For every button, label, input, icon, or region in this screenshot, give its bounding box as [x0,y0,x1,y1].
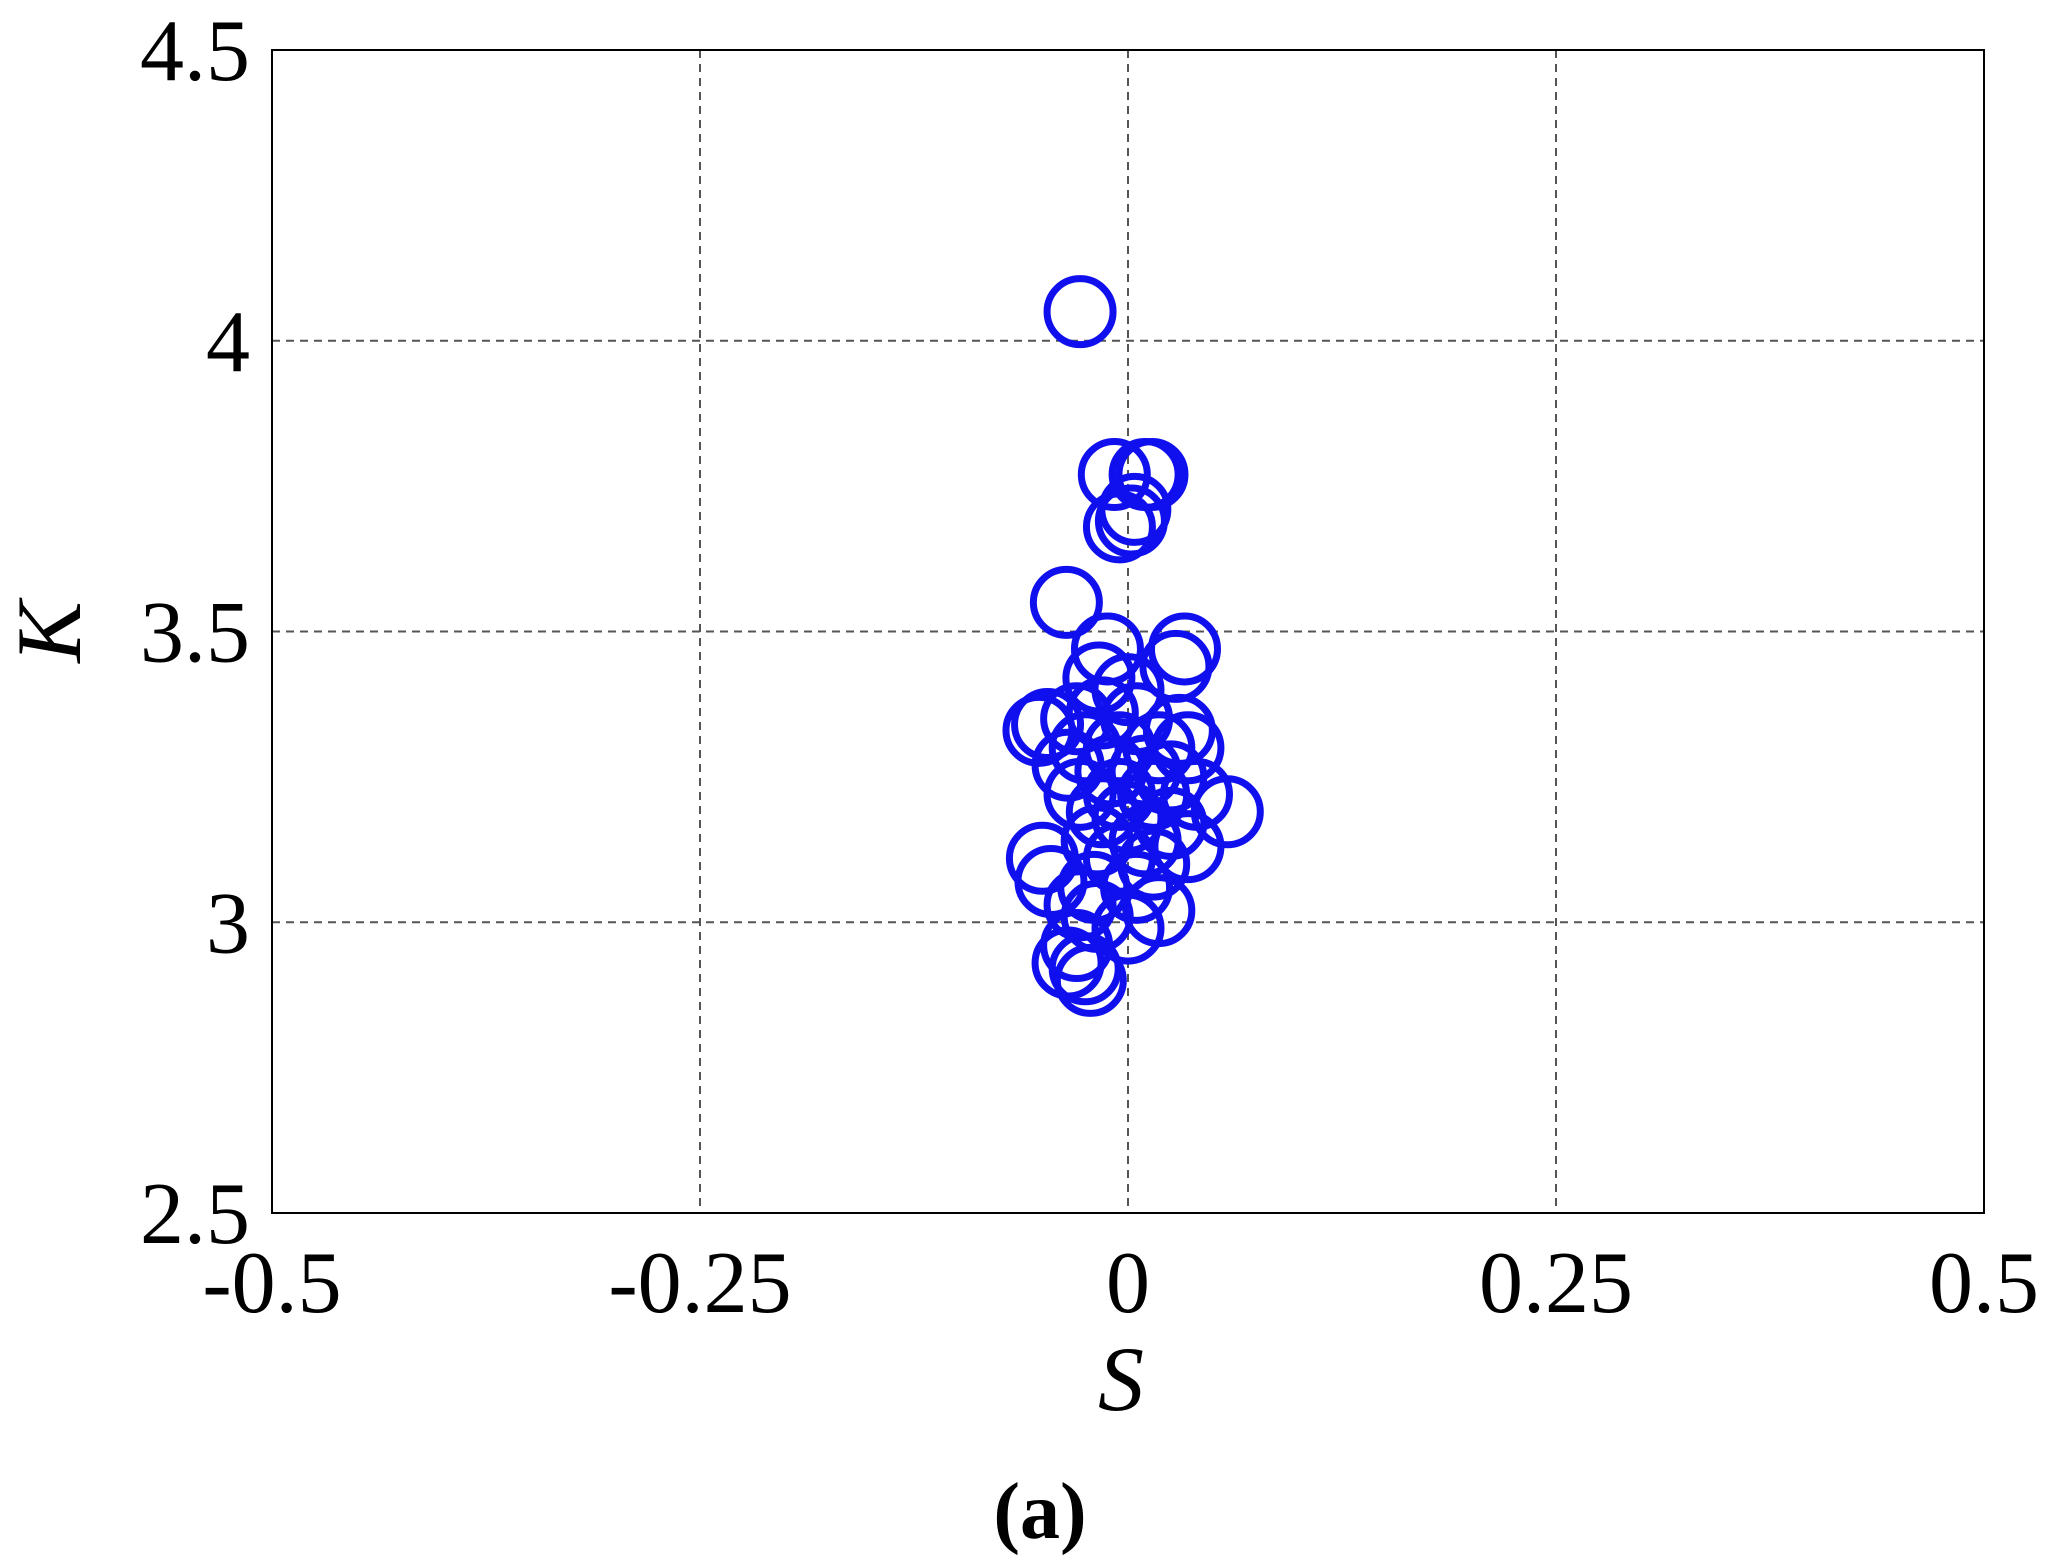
y-tick-label: 2.5 [140,1166,250,1263]
data-point [1082,490,1156,564]
x-axis-label: S [1098,1328,1144,1430]
y-axis-label: K [0,597,100,665]
tick-labels: -0.5 -0.25 0 0.25 0.5 2.5 3 3.5 4 4.5 [140,3,2039,1332]
x-tick-label: 0.5 [1929,1235,2039,1332]
data-point [1151,810,1225,884]
data-point [1011,688,1085,762]
data-point [1065,676,1139,750]
data-point [1091,891,1165,965]
x-tick-label: -0.5 [202,1235,341,1332]
x-tick-label: 0 [1106,1235,1150,1332]
y-tick-label: 3 [206,875,250,972]
y-tick-label: 3.5 [140,585,250,682]
x-tick-label: 0.25 [1479,1235,1633,1332]
y-tick-label: 4 [206,294,250,391]
y-tick-label: 4.5 [140,3,250,100]
data-point [1029,565,1103,639]
grid-lines [272,50,1984,1213]
data-markers [1002,275,1264,1017]
data-point [1053,943,1127,1017]
x-tick-label: -0.25 [608,1235,791,1332]
data-point [1043,757,1117,831]
data-point [1115,437,1189,511]
data-point [1077,437,1151,511]
data-point [1043,275,1117,349]
plot-frame [271,49,1985,1214]
panel-label: (a) [993,1468,1086,1556]
